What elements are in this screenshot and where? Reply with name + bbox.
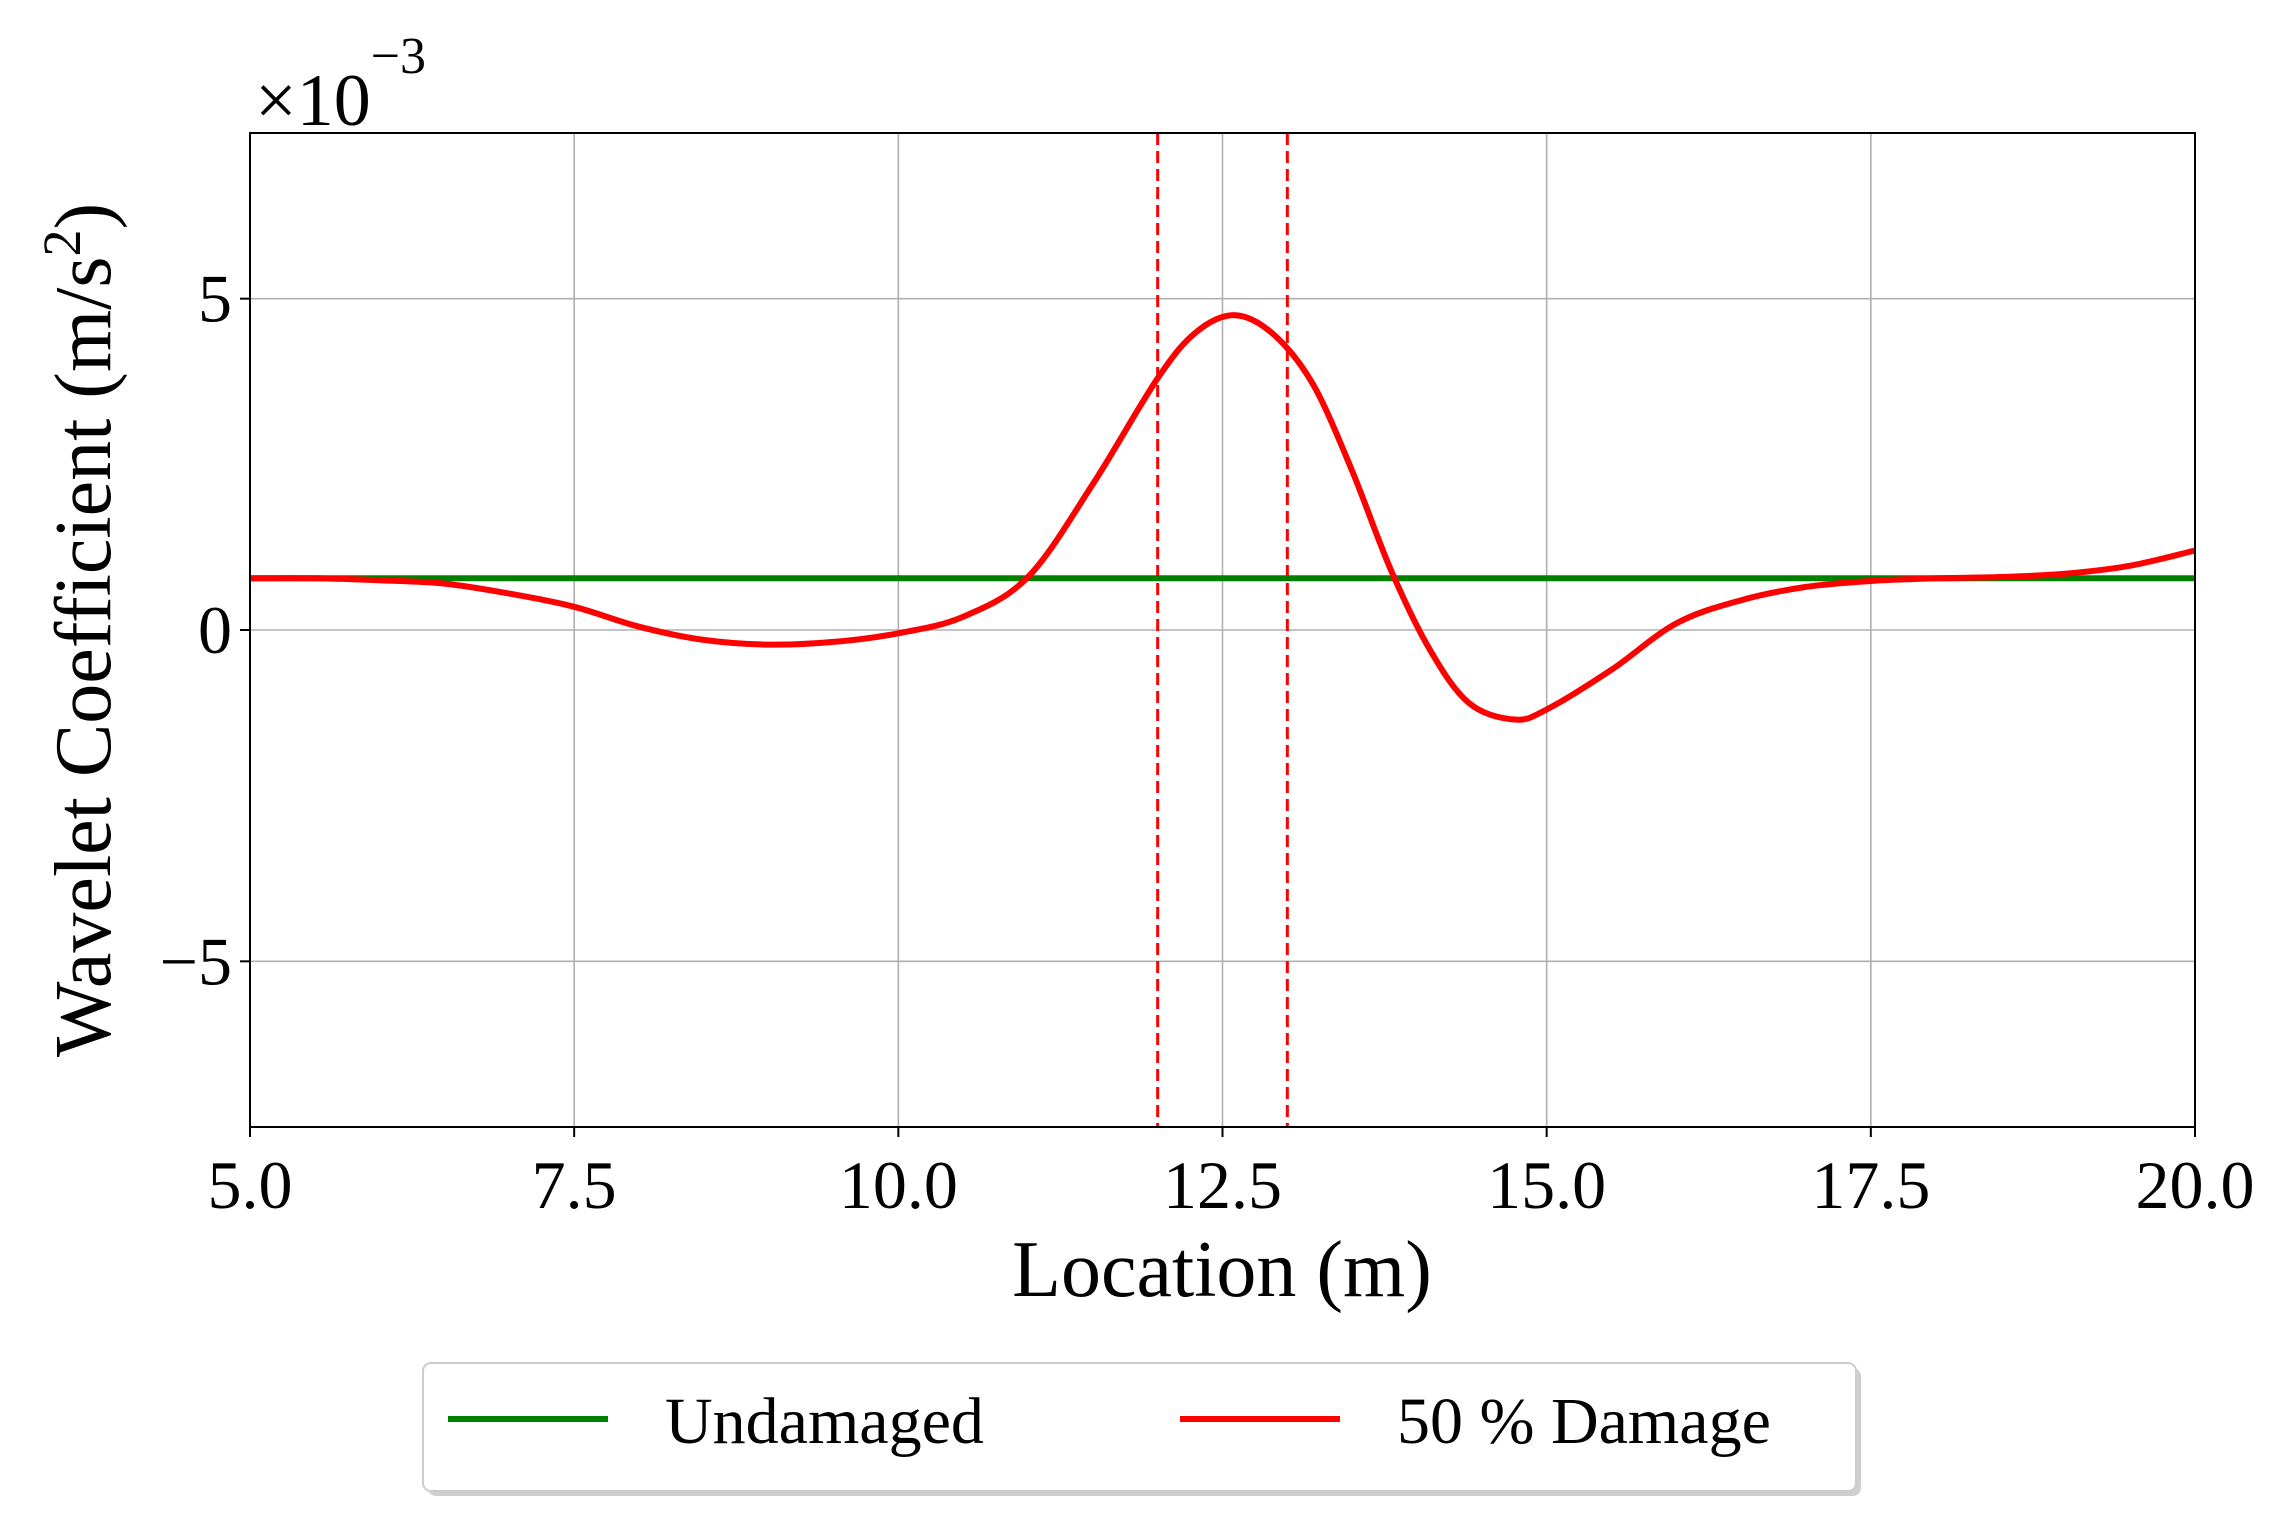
y-offset-exponent: −3 [371, 28, 426, 85]
legend-label-50-damage: 50 % Damage [1397, 1385, 1771, 1458]
y-offset-label: ×10−3 [255, 28, 426, 142]
legend-label-undamaged: Undamaged [665, 1385, 984, 1458]
y-offset-times: ×10 [255, 60, 371, 142]
x-tick-label: 7.5 [532, 1147, 617, 1223]
x-tick-label: 10.0 [839, 1147, 958, 1223]
legend-box [422, 1362, 1857, 1492]
y-axis-label-superscript: 2 [32, 229, 92, 256]
series-lines [249, 312, 2196, 723]
y-axis-label-main: Wavelet Coefficient (m/s [40, 256, 128, 1057]
legend: Undamaged 50 % Damage [422, 1362, 1861, 1496]
y-tick-label: 5 [198, 261, 232, 337]
x-tick-label: 12.5 [1163, 1147, 1282, 1223]
grid [249, 133, 2196, 1127]
y-ticks: −5 0 5 [160, 261, 250, 999]
y-axis-label-close: ) [40, 203, 128, 230]
series-line-50-damage [249, 312, 2196, 723]
x-ticks: 5.0 7.5 10.0 12.5 15.0 17.5 20.0 [208, 1127, 2255, 1223]
y-tick-label: −5 [160, 923, 232, 999]
x-tick-label: 5.0 [208, 1147, 293, 1223]
x-tick-label: 17.5 [1811, 1147, 1930, 1223]
y-tick-label: 0 [198, 592, 232, 668]
x-tick-label: 20.0 [2136, 1147, 2255, 1223]
damage-region-lines [1156, 133, 1289, 1127]
x-tick-label: 15.0 [1487, 1147, 1606, 1223]
y-axis-label: Wavelet Coefficient (m/s2) [32, 203, 128, 1057]
x-axis-label: Location (m) [1012, 1226, 1432, 1314]
